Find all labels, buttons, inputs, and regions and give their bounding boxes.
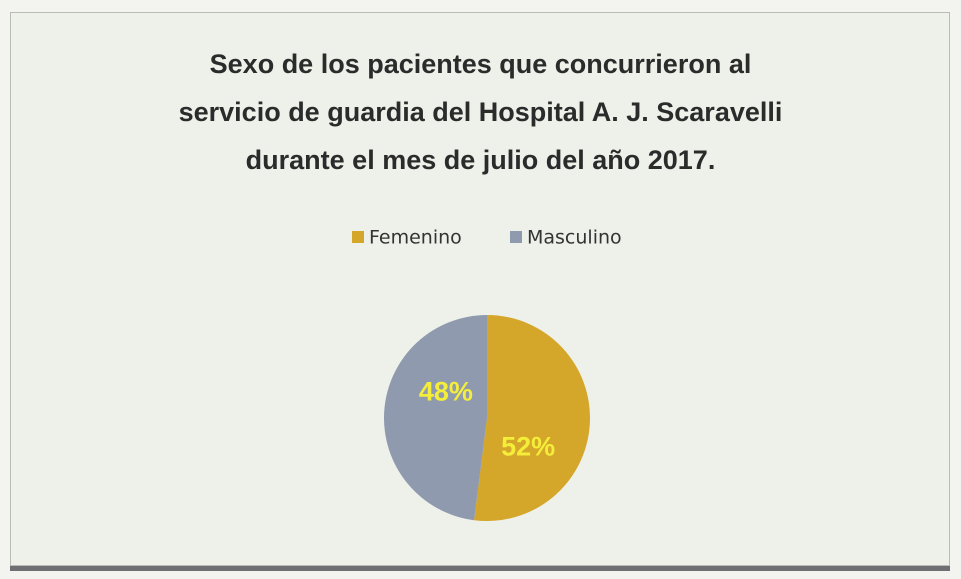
pie-slice xyxy=(384,315,487,521)
data-label: 48% xyxy=(419,377,473,407)
legend-label: Femenino xyxy=(369,227,462,249)
pie-slice xyxy=(474,315,591,521)
data-label: 52% xyxy=(501,432,555,462)
chart-title: Sexo de los pacientes que concurrieron a… xyxy=(178,49,783,175)
legend-label: Masculino xyxy=(527,227,622,249)
legend-swatch xyxy=(510,231,522,243)
legend-swatch xyxy=(352,231,364,243)
